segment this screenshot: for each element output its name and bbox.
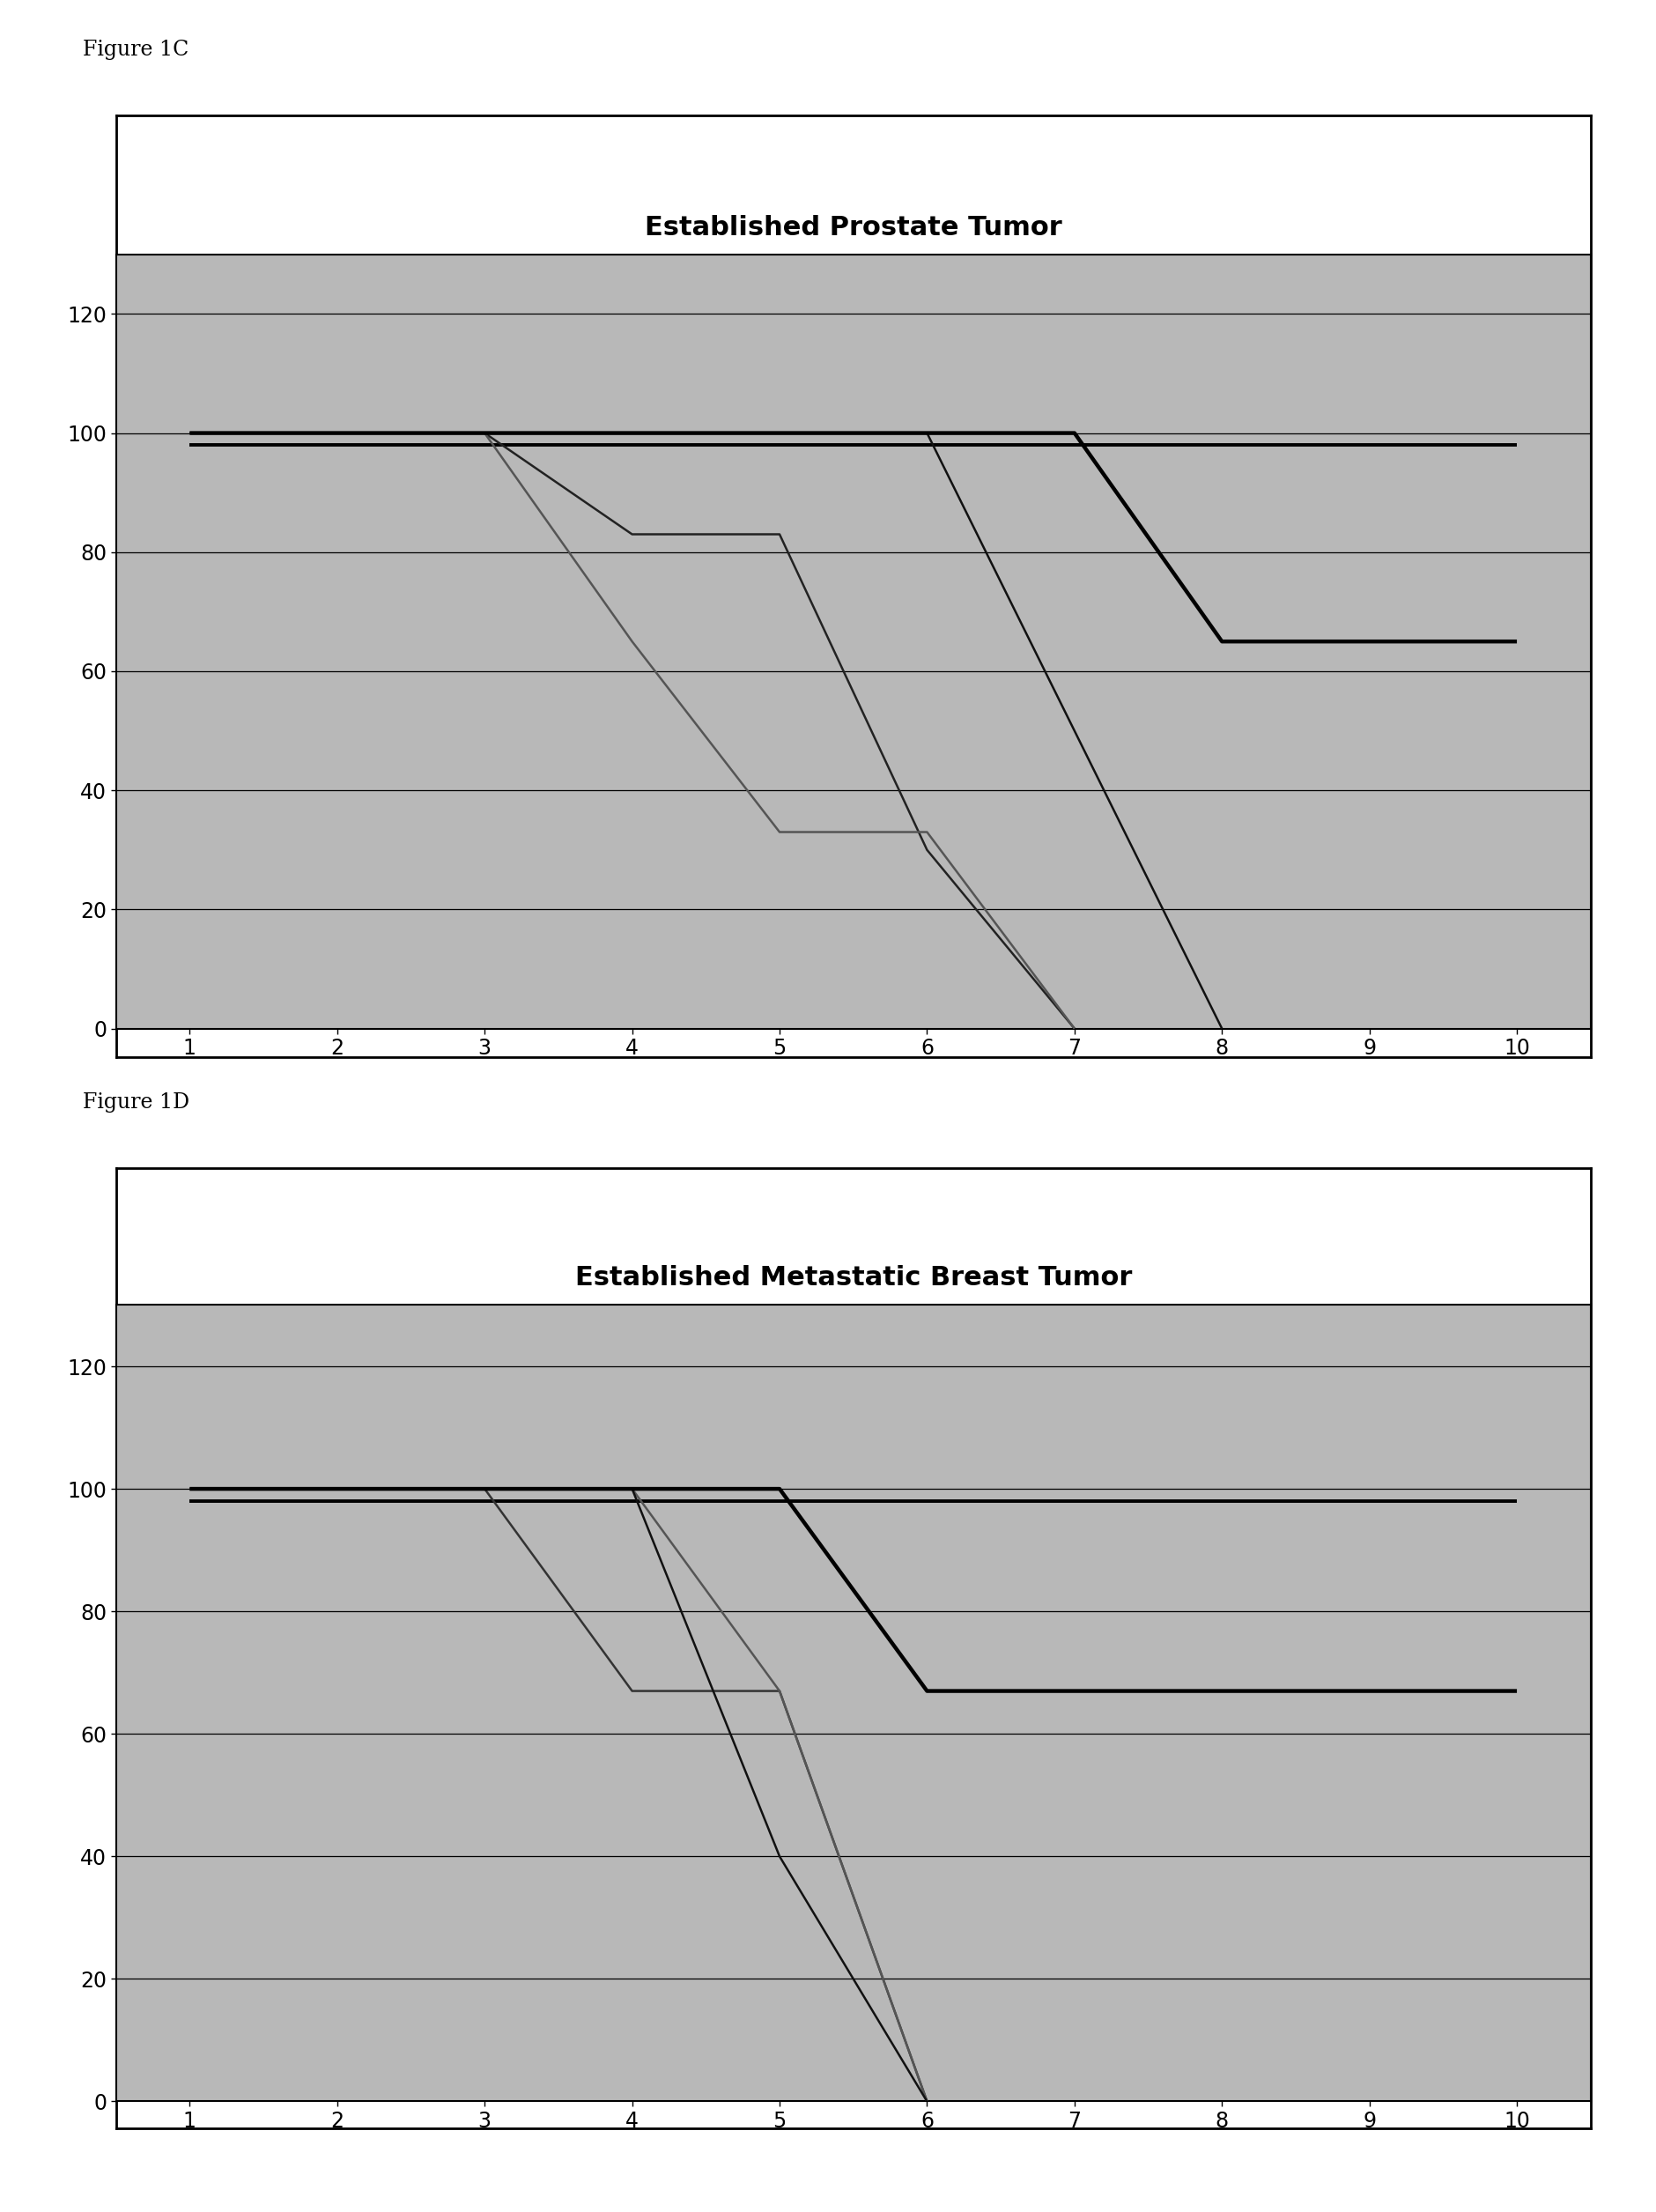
Title: Established Prostate Tumor: Established Prostate Tumor <box>644 215 1061 241</box>
Text: Figure 1C: Figure 1C <box>83 40 189 60</box>
Text: Figure 1D: Figure 1D <box>83 1093 189 1113</box>
Title: Established Metastatic Breast Tumor: Established Metastatic Breast Tumor <box>575 1265 1131 1292</box>
